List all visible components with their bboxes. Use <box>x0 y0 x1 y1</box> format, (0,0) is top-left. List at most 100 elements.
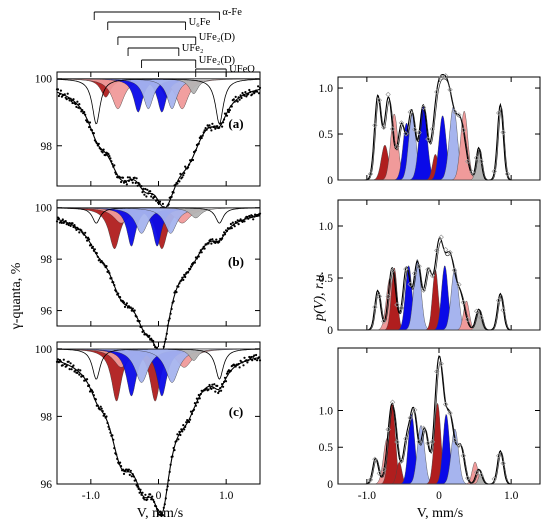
data-point <box>226 108 229 111</box>
phase-label: U₆Fe <box>189 17 211 28</box>
data-point <box>258 359 262 362</box>
data-point <box>206 124 209 127</box>
data-point <box>119 461 122 464</box>
data-point <box>178 282 181 285</box>
y-tick-label: 96 <box>41 306 53 318</box>
data-point <box>227 110 230 114</box>
distribution-marker <box>389 399 396 405</box>
y-tick-label: 98 <box>41 141 53 153</box>
data-point <box>115 290 118 293</box>
data-point <box>189 410 193 413</box>
data-point <box>183 273 186 276</box>
data-point <box>182 424 185 427</box>
data-point <box>169 463 172 466</box>
data-point <box>193 261 196 264</box>
data-point <box>127 179 130 182</box>
data-point <box>183 428 186 431</box>
distribution-marker <box>376 97 383 103</box>
data-point <box>135 315 138 318</box>
distribution-marker <box>385 293 391 300</box>
data-point <box>105 265 108 268</box>
data-point <box>200 136 203 140</box>
data-point <box>237 223 240 226</box>
y-tick-label: 0.5 <box>319 442 334 454</box>
data-point <box>65 98 68 101</box>
data-point <box>82 375 85 378</box>
data-point <box>207 242 210 245</box>
data-point <box>73 224 76 227</box>
data-point <box>56 88 60 91</box>
data-point <box>124 180 128 184</box>
data-point <box>107 270 110 273</box>
data-point <box>214 241 217 244</box>
data-point <box>171 455 174 458</box>
data-point <box>182 278 185 281</box>
distribution-marker <box>460 453 467 459</box>
distribution-marker <box>376 293 383 300</box>
distribution-envelope <box>338 236 540 331</box>
data-point <box>258 212 262 215</box>
data-point <box>120 465 123 468</box>
distribution-marker <box>381 318 387 325</box>
data-point <box>89 243 93 246</box>
data-point <box>108 272 111 275</box>
data-point <box>247 92 250 95</box>
data-point <box>110 277 113 280</box>
data-point <box>196 401 199 404</box>
data-point <box>71 101 74 105</box>
data-point <box>249 90 252 94</box>
data-point <box>57 217 61 220</box>
distribution-peak <box>338 115 540 181</box>
data-point <box>234 365 237 368</box>
data-point <box>106 421 109 425</box>
data-point <box>208 383 211 387</box>
data-point <box>68 368 71 371</box>
data-point <box>150 195 153 198</box>
phase-label: UFe₂(D) <box>199 55 236 66</box>
distribution-marker <box>465 316 471 323</box>
data-point <box>199 392 202 396</box>
data-point <box>94 398 97 401</box>
data-point <box>223 233 227 236</box>
data-point <box>172 191 175 194</box>
data-point <box>72 225 75 229</box>
distribution-marker <box>381 466 387 473</box>
data-point <box>134 181 137 185</box>
data-point <box>229 369 232 372</box>
data-point <box>239 94 242 97</box>
distribution-marker <box>420 104 427 111</box>
data-point <box>88 121 92 124</box>
data-point <box>198 397 201 400</box>
distribution-markers <box>372 234 506 325</box>
alpha-fe-doublet-line <box>57 348 260 380</box>
panel-a-distribution: 0 0.5 1.0 <box>319 73 541 187</box>
distribution-marker <box>434 89 440 95</box>
data-point <box>59 89 63 92</box>
distribution-marker <box>434 368 440 375</box>
data-point <box>195 257 198 260</box>
data-point <box>156 509 160 512</box>
data-point <box>211 383 214 386</box>
data-point <box>80 229 83 232</box>
distribution-marker <box>438 74 444 81</box>
data-point <box>157 513 161 516</box>
distribution-marker <box>465 475 471 481</box>
data-point <box>207 388 210 391</box>
data-point <box>214 127 217 130</box>
data-point <box>122 301 126 304</box>
distribution-marker <box>438 234 444 240</box>
data-point <box>245 359 248 362</box>
distribution-marker <box>398 120 405 126</box>
distribution-envelope <box>338 74 540 181</box>
data-point <box>79 107 82 110</box>
data-point <box>59 360 63 363</box>
data-point <box>203 129 206 132</box>
data-point <box>68 222 71 225</box>
y-tick-label: 1.0 <box>319 221 334 233</box>
data-point <box>155 346 159 349</box>
data-point <box>237 362 240 366</box>
data-point <box>93 248 96 251</box>
data-point <box>209 126 212 129</box>
data-point <box>71 222 74 225</box>
data-point <box>215 238 218 241</box>
